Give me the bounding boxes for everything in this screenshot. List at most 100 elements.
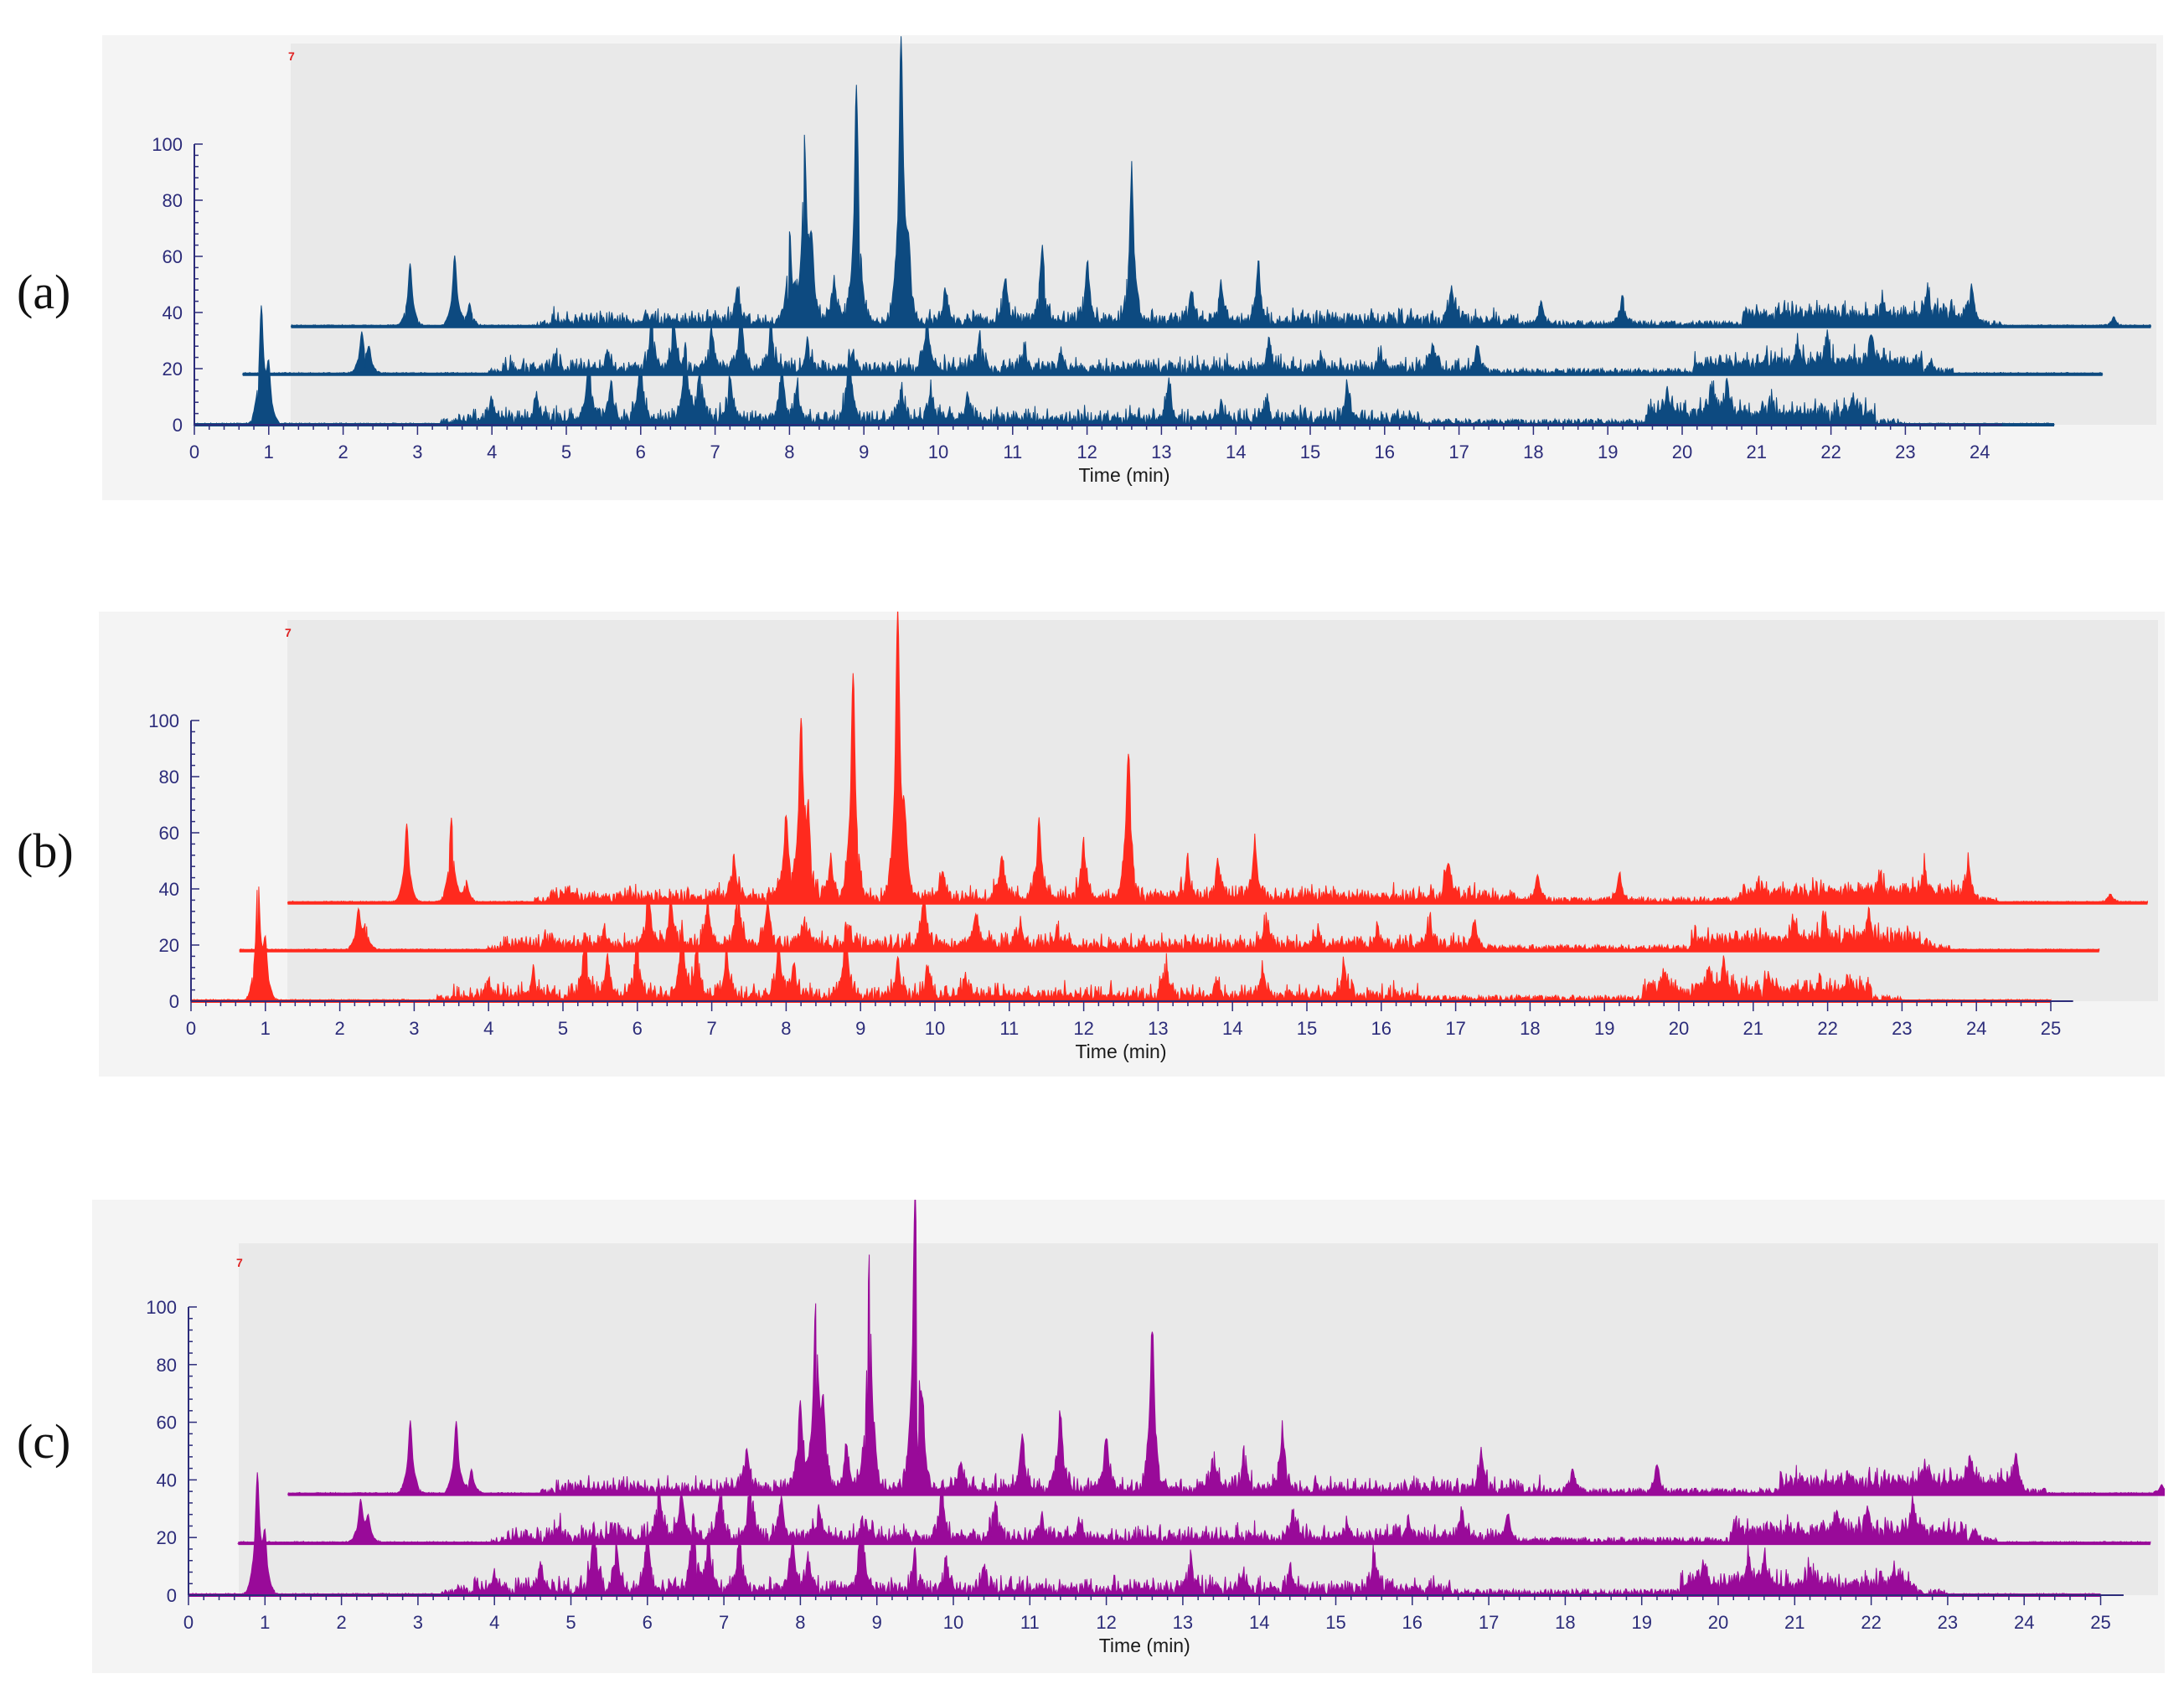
x-tick-label: 17 bbox=[1448, 442, 1469, 462]
x-tick-label: 19 bbox=[1631, 1612, 1651, 1633]
x-axis-label: Time (min) bbox=[1099, 1635, 1190, 1656]
y-tick-label: 100 bbox=[152, 134, 183, 155]
x-tick-label: 10 bbox=[943, 1612, 963, 1633]
x-tick-label: 22 bbox=[1817, 1018, 1837, 1039]
x-tick-label: 4 bbox=[487, 442, 497, 462]
x-tick-label: 15 bbox=[1297, 1018, 1317, 1039]
y-tick-label: 20 bbox=[157, 1527, 177, 1548]
y-tick-label: 100 bbox=[146, 1297, 177, 1318]
x-tick-label: 20 bbox=[1708, 1612, 1728, 1633]
chromatogram-trace-2 bbox=[241, 312, 2104, 376]
x-tick-label: 23 bbox=[1938, 1612, 1958, 1633]
x-tick-label: 5 bbox=[565, 1612, 576, 1633]
y-tick-label: 80 bbox=[159, 767, 179, 788]
x-tick-label: 16 bbox=[1402, 1612, 1422, 1633]
x-tick-label: 21 bbox=[1747, 442, 1767, 462]
x-tick-label: 1 bbox=[261, 1018, 271, 1039]
x-tick-label: 15 bbox=[1325, 1612, 1345, 1633]
x-tick-label: 2 bbox=[334, 1018, 344, 1039]
x-tick-label: 20 bbox=[1669, 1018, 1689, 1039]
x-tick-label: 18 bbox=[1520, 1018, 1540, 1039]
chromatogram-trace-1 bbox=[190, 886, 2052, 1003]
x-tick-label: 24 bbox=[1970, 442, 1990, 462]
x-tick-label: 13 bbox=[1151, 442, 1171, 462]
x-tick-label: 4 bbox=[483, 1018, 493, 1039]
x-tick-label: 8 bbox=[784, 442, 794, 462]
x-tick-label: 6 bbox=[632, 1018, 643, 1039]
x-tick-label: 3 bbox=[412, 442, 422, 462]
trace-marker: 7 bbox=[288, 49, 295, 63]
y-tick-label: 80 bbox=[163, 190, 183, 211]
x-axis-label: Time (min) bbox=[1078, 464, 1169, 486]
x-tick-label: 23 bbox=[1895, 442, 1915, 462]
x-tick-label: 6 bbox=[643, 1612, 653, 1633]
x-tick-label: 10 bbox=[928, 442, 948, 462]
y-tick-label: 20 bbox=[163, 359, 183, 380]
x-tick-label: 23 bbox=[1892, 1018, 1912, 1039]
x-tick-label: 9 bbox=[855, 1018, 865, 1039]
x-tick-label: 19 bbox=[1598, 442, 1618, 462]
x-tick-label: 14 bbox=[1222, 1018, 1242, 1039]
x-tick-label: 24 bbox=[1966, 1018, 1986, 1039]
chromatogram-trace-3 bbox=[290, 36, 2151, 328]
x-tick-label: 14 bbox=[1249, 1612, 1269, 1633]
y-tick-label: 60 bbox=[159, 823, 179, 844]
x-tick-label: 7 bbox=[706, 1018, 716, 1039]
trace-marker: 7 bbox=[285, 626, 292, 639]
y-tick-label: 0 bbox=[173, 415, 183, 436]
y-tick-label: 40 bbox=[163, 302, 183, 323]
trace-marker: 7 bbox=[236, 1256, 243, 1269]
x-tick-label: 3 bbox=[409, 1018, 419, 1039]
panel-label-c: (c) bbox=[17, 1414, 71, 1469]
x-tick-label: 9 bbox=[859, 442, 869, 462]
y-tick-label: 60 bbox=[163, 246, 183, 267]
x-tick-label: 17 bbox=[1445, 1018, 1465, 1039]
x-tick-label: 12 bbox=[1096, 1612, 1116, 1633]
x-tick-label: 13 bbox=[1173, 1612, 1193, 1633]
x-tick-label: 18 bbox=[1523, 442, 1543, 462]
y-tick-label: 40 bbox=[157, 1469, 177, 1490]
y-tick-label: 20 bbox=[159, 935, 179, 956]
x-tick-label: 1 bbox=[264, 442, 274, 462]
x-tick-label: 20 bbox=[1672, 442, 1692, 462]
x-tick-label: 24 bbox=[2014, 1612, 2034, 1633]
x-tick-label: 8 bbox=[795, 1612, 805, 1633]
y-tick-label: 40 bbox=[159, 879, 179, 900]
panel-label-a: (a) bbox=[17, 265, 71, 319]
chromatogram-trace-1 bbox=[188, 1472, 2101, 1597]
y-tick-label: 60 bbox=[157, 1413, 177, 1433]
y-tick-label: 80 bbox=[157, 1355, 177, 1376]
x-tick-label: 14 bbox=[1226, 442, 1246, 462]
x-tick-label: 3 bbox=[413, 1612, 423, 1633]
x-tick-label: 18 bbox=[1555, 1612, 1575, 1633]
x-tick-label: 15 bbox=[1300, 442, 1320, 462]
x-tick-label: 11 bbox=[999, 1018, 1019, 1039]
x-tick-label: 4 bbox=[489, 1612, 499, 1633]
x-tick-label: 9 bbox=[872, 1612, 882, 1633]
x-tick-label: 10 bbox=[925, 1018, 945, 1039]
x-tick-label: 19 bbox=[1594, 1018, 1614, 1039]
x-tick-label: 16 bbox=[1371, 1018, 1391, 1039]
chromatogram-trace-3 bbox=[287, 612, 2148, 905]
x-tick-label: 11 bbox=[1003, 442, 1022, 462]
x-tick-label: 22 bbox=[1861, 1612, 1881, 1633]
x-tick-label: 17 bbox=[1479, 1612, 1499, 1633]
x-tick-label: 6 bbox=[636, 442, 646, 462]
x-tick-label: 12 bbox=[1073, 1018, 1093, 1039]
x-axis-label: Time (min) bbox=[1075, 1041, 1166, 1062]
panel-label-b: (b) bbox=[17, 824, 74, 878]
x-tick-label: 0 bbox=[186, 1018, 196, 1039]
chromatogram-trace-3 bbox=[287, 1200, 2165, 1496]
y-tick-label: 0 bbox=[169, 991, 179, 1012]
x-tick-label: 5 bbox=[558, 1018, 568, 1039]
x-tick-label: 25 bbox=[2041, 1018, 2061, 1039]
x-tick-label: 16 bbox=[1375, 442, 1395, 462]
x-tick-label: 8 bbox=[781, 1018, 791, 1039]
x-tick-label: 1 bbox=[260, 1612, 270, 1633]
chromatogram-trace-2 bbox=[237, 1475, 2151, 1545]
x-tick-label: 22 bbox=[1820, 442, 1841, 462]
x-tick-label: 12 bbox=[1077, 442, 1097, 462]
x-tick-label: 0 bbox=[189, 442, 199, 462]
